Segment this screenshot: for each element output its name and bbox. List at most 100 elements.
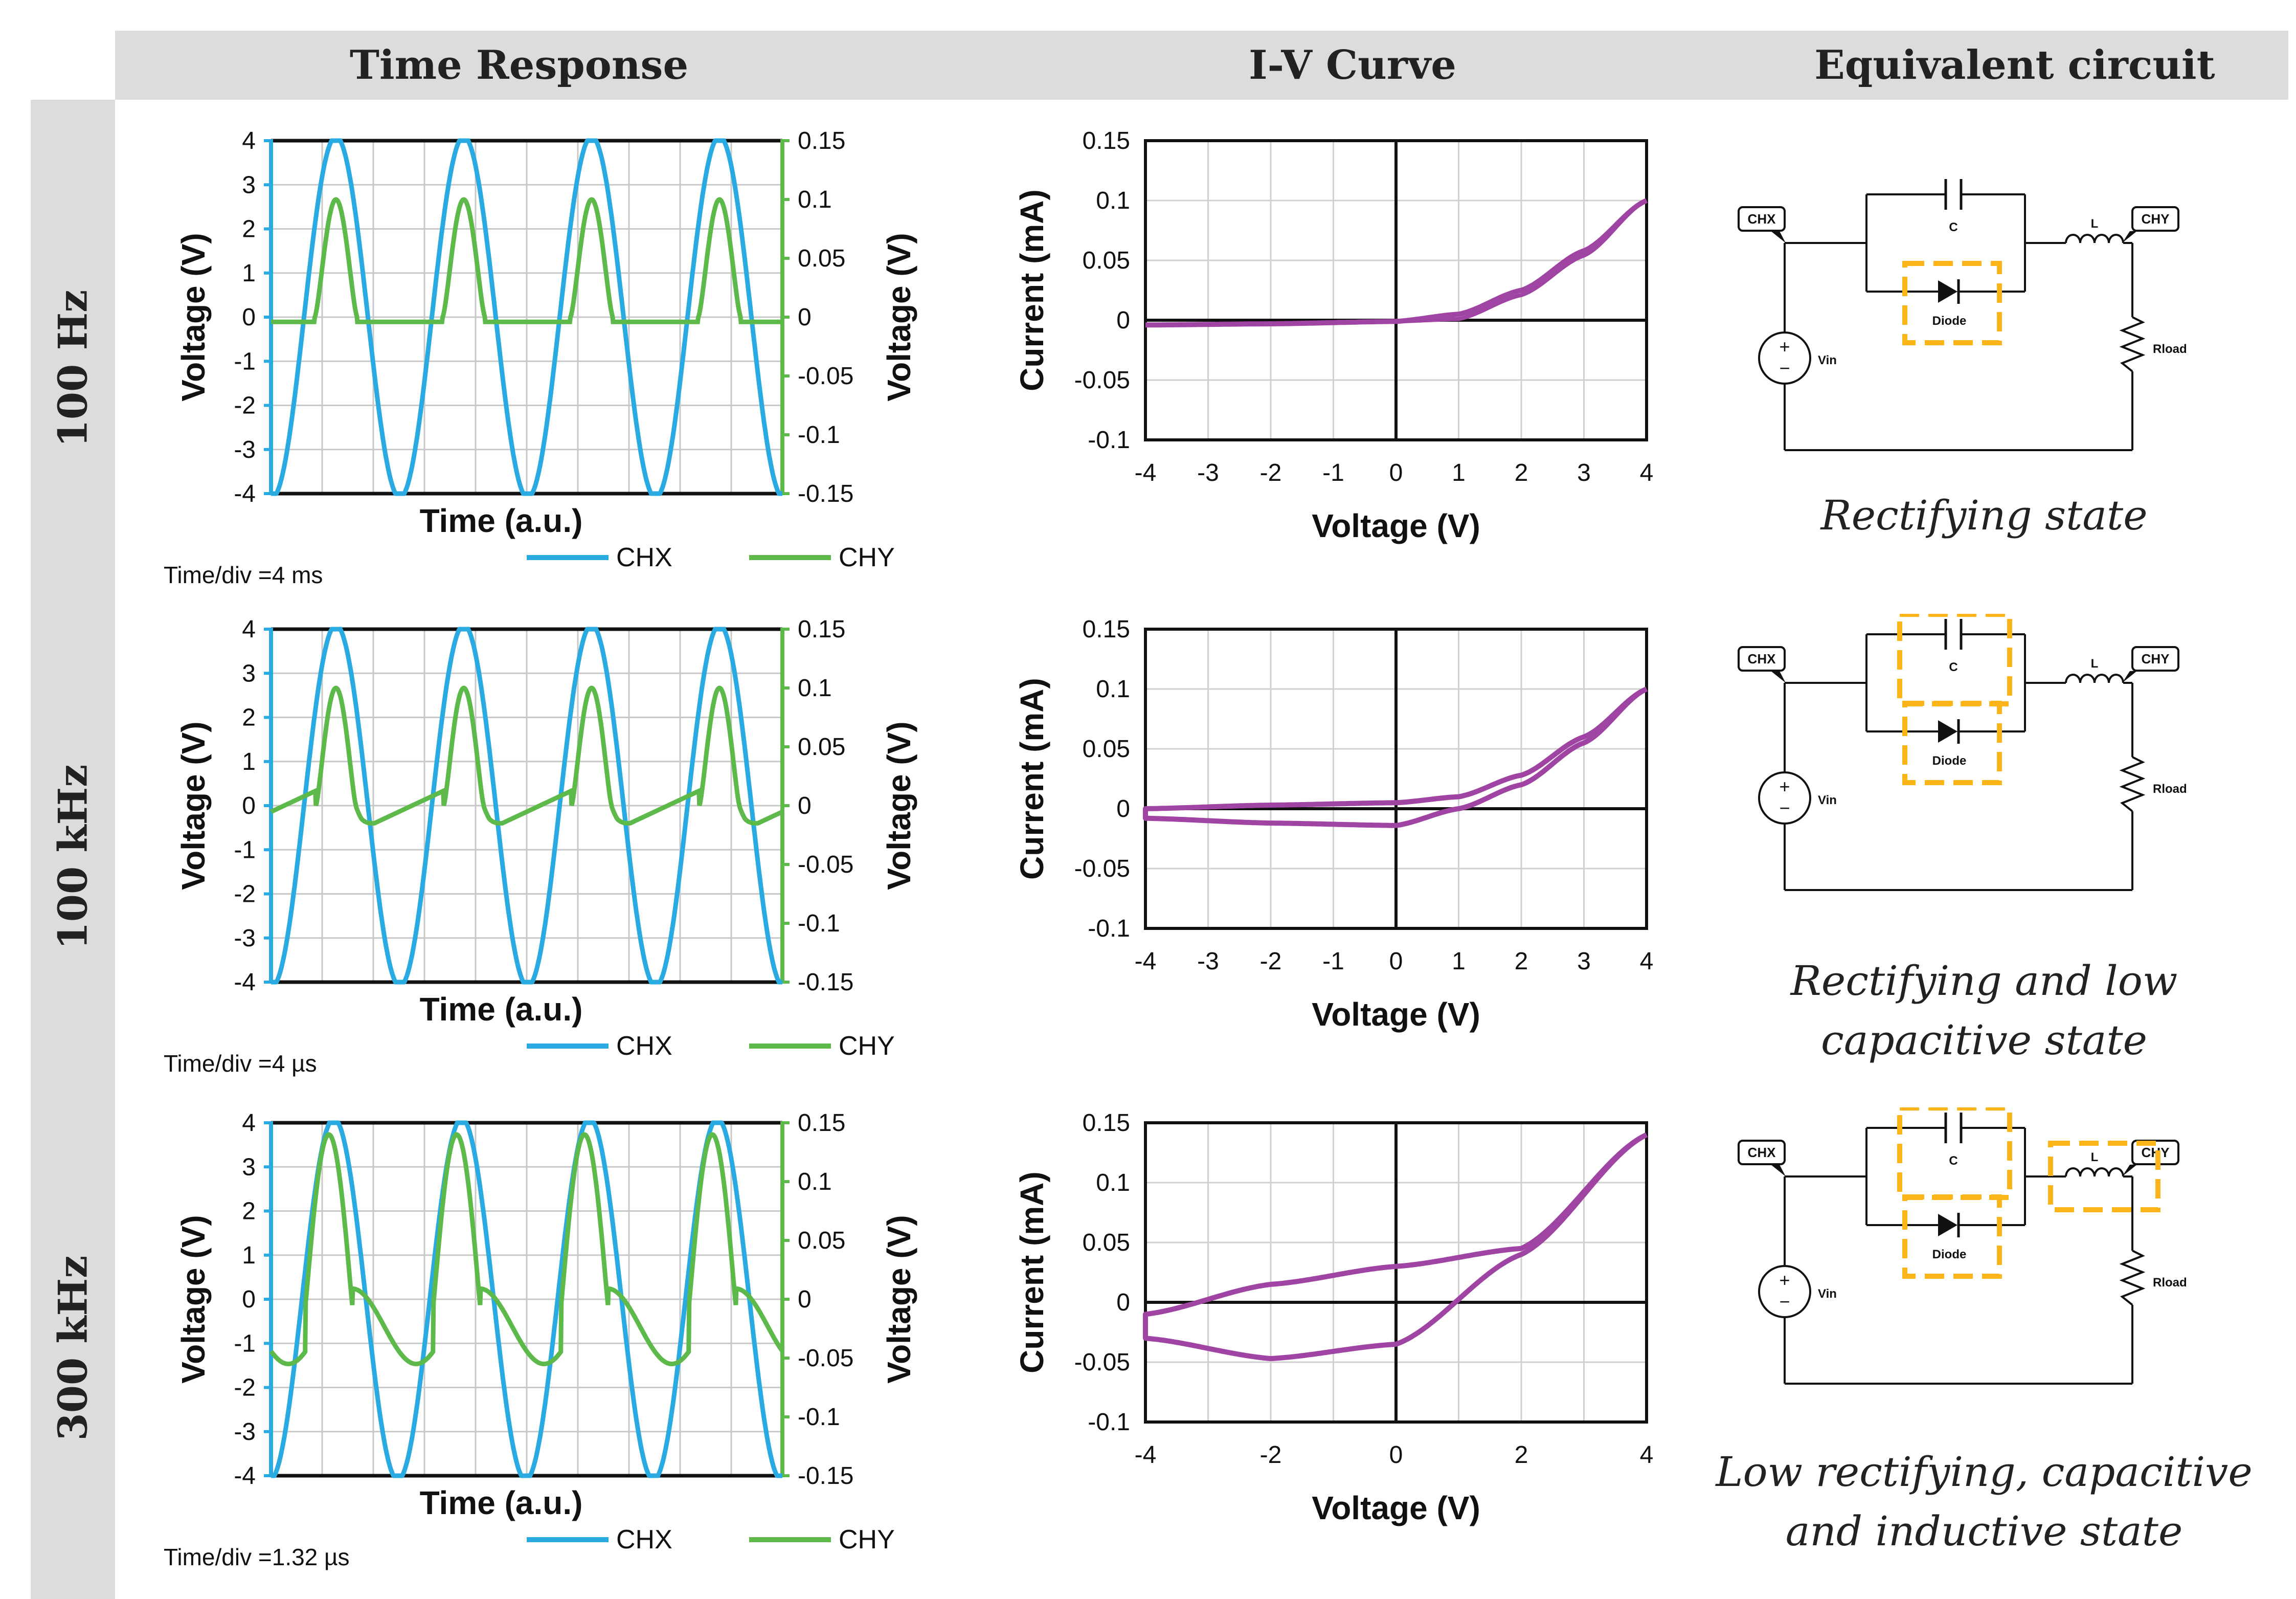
y-tick-label: 0.05 (1083, 736, 1130, 763)
right-tick-label: 0.05 (798, 734, 845, 761)
resistor-label: Rload (2153, 342, 2187, 356)
diode-triangle (1938, 1214, 1957, 1236)
legend-chx-label: CHX (616, 1031, 672, 1061)
x-tick-label: 0 (1389, 948, 1403, 975)
y2-axis-label: Voltage (V) (881, 233, 917, 402)
left-tick-label: -1 (234, 1330, 256, 1357)
inductor-coil (2065, 674, 2124, 683)
highlight-box-diode (1902, 261, 2002, 345)
left-tick-label: 2 (242, 1198, 256, 1225)
chx-probe-tip (1770, 1164, 1786, 1176)
y-axis-label: Current (mA) (1014, 678, 1050, 880)
chy-probe-tag (2131, 206, 2179, 232)
right-tick-label: -0.05 (798, 363, 853, 390)
inductor-label: L (2091, 1150, 2099, 1164)
legend-chy-label: CHY (839, 1031, 895, 1061)
iv-lower-branch (1145, 1132, 1648, 1362)
right-tick-label: 0.1 (798, 675, 832, 702)
header-iv-curve: I-V Curve (1249, 42, 1456, 88)
capacitor-label: C (1949, 220, 1957, 234)
x-axis-label: Voltage (V) (1312, 996, 1480, 1033)
right-tick-label: -0.15 (798, 1462, 853, 1490)
chx-probe-label: CHX (1748, 651, 1776, 667)
left-tick-label: 1 (242, 1242, 256, 1269)
x-tick-label: 4 (1640, 1441, 1654, 1469)
y2-axis-label: Voltage (V) (881, 721, 917, 890)
x-tick-label: 3 (1577, 459, 1591, 486)
y-axis-label: Current (mA) (1014, 1171, 1050, 1373)
row-label-bar: 100 Hz 100 kHz 300 kHz (31, 100, 115, 1599)
x-axis-label: Time (a.u.) (420, 1484, 583, 1521)
time-response-chart-300khz: 4 3 2 1 0 -1 -2 -3 -4 0.15 0.1 0.05 0 -0.05 -0.1 -0.15 V… (164, 1109, 917, 1570)
voltage-source (1758, 1265, 1811, 1318)
left-tick-label: -2 (234, 392, 256, 419)
y-tick-label: -0.1 (1088, 915, 1130, 942)
left-tick-label: 4 (242, 1109, 256, 1137)
header-time-response: Time Response (349, 42, 689, 88)
time-per-div-label: Time/div =4 ms (164, 562, 323, 588)
source-minus-sign: − (1779, 1291, 1790, 1312)
inductor-label: L (2091, 657, 2099, 671)
left-tick-label: -4 (234, 969, 256, 996)
source-plus-sign: + (1779, 1270, 1790, 1291)
right-tick-label: 0 (798, 792, 812, 819)
chx-probe-tip (1770, 231, 1786, 243)
left-tick-label: -1 (234, 348, 256, 375)
highlight-box-diode (1902, 1194, 2002, 1279)
equivalent-circuit-rectifying: CHX CHY C Diode L Rload +− Vin (1738, 179, 2187, 451)
y-tick-label: 0.1 (1096, 676, 1130, 703)
legend-chx-label: CHX (616, 1525, 672, 1554)
y-tick-label: 0 (1116, 1289, 1130, 1316)
caption-300khz: Low rectifying, capacitive and inductive… (1716, 1448, 2253, 1555)
highlight-box-capacitor (1897, 614, 2012, 706)
chx-probe-label: CHX (1748, 211, 1776, 227)
iv-series-return-line (1145, 198, 1648, 327)
right-tick-label: -0.15 (798, 480, 853, 507)
x-tick-label: -3 (1197, 459, 1219, 486)
diode-triangle (1938, 280, 1957, 303)
resistor-zigzag (2119, 1250, 2146, 1306)
voltage-source (1758, 771, 1811, 825)
left-tick-label: 2 (242, 216, 256, 243)
x-axis-label: Voltage (V) (1312, 507, 1480, 544)
inductor-coil (2065, 1167, 2124, 1177)
chx-series-line (271, 138, 782, 496)
left-tick-label: -3 (234, 1418, 256, 1446)
chx-probe-tip (1770, 671, 1786, 683)
y-tick-label: -0.05 (1074, 855, 1130, 882)
left-tick-label: -3 (234, 925, 256, 952)
y-tick-label: 0.15 (1083, 616, 1130, 643)
x-axis-label: Voltage (V) (1312, 1490, 1480, 1526)
x-axis-label: Time (a.u.) (420, 502, 583, 539)
iv-lower-branch (1145, 686, 1648, 828)
diode-triangle (1938, 720, 1957, 743)
x-tick-label: -4 (1135, 459, 1157, 486)
y-tick-label: -0.1 (1088, 1409, 1130, 1436)
y-axis-label: Voltage (V) (175, 233, 212, 402)
right-tick-label: 0 (798, 1286, 812, 1313)
voltage-source (1758, 331, 1811, 385)
y-tick-label: -0.05 (1074, 367, 1130, 394)
legend-chx-label: CHX (616, 543, 672, 572)
resistor-zigzag (2119, 316, 2146, 372)
left-tick-label: 1 (242, 260, 256, 287)
legend-chy-label: CHY (839, 543, 895, 572)
chy-probe-tip (2122, 1164, 2137, 1176)
y-tick-label: 0.15 (1083, 1109, 1130, 1137)
right-tick-label: 0.15 (798, 1109, 845, 1137)
right-tick-label: -0.1 (798, 421, 840, 449)
resistor-label: Rload (2153, 1276, 2187, 1290)
left-tick-label: 4 (242, 127, 256, 154)
source-label: Vin (1818, 353, 1837, 367)
x-tick-label: 2 (1515, 459, 1528, 486)
chx-probe-label: CHX (1748, 1145, 1776, 1160)
header-equivalent-circuit: Equivalent circuit (1814, 42, 2215, 88)
y2-axis-label: Voltage (V) (881, 1215, 917, 1384)
right-tick-label: 0.15 (798, 616, 845, 643)
x-tick-label: -4 (1135, 1441, 1157, 1469)
y-tick-label: 0 (1116, 307, 1130, 334)
row-label-300khz: 300 kHz (50, 1255, 97, 1441)
right-tick-label: -0.1 (798, 910, 840, 937)
left-tick-label: 0 (242, 1286, 256, 1313)
